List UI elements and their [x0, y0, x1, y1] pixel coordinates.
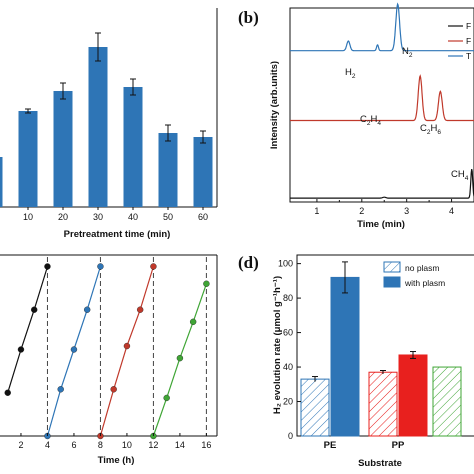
- x-tick-label: 20: [58, 212, 68, 222]
- x-tick-label: 4: [449, 206, 454, 216]
- data-point: [70, 346, 78, 353]
- legend-swatch-with-plasma: [383, 276, 401, 288]
- panel-d: (d) PE PP 0 20 40 60 80 100 H₂ evolution rate (…: [238, 253, 474, 469]
- panel-b-traces: [290, 2, 474, 199]
- x-tick-label: 16: [201, 440, 211, 450]
- panel-d-x-label: Substrate: [358, 458, 402, 469]
- panel-d-legend: no plasm with plasm: [383, 261, 445, 288]
- panel-c-series: [4, 257, 210, 440]
- panel-d-label: (d): [238, 253, 259, 272]
- x-tick-label: 10: [23, 212, 33, 222]
- x-tick-label: 14: [175, 440, 185, 450]
- data-point: [110, 386, 117, 393]
- annotation-h2: H2: [345, 67, 356, 80]
- panel-c-x-label: Time (h): [98, 455, 135, 466]
- panel-a-tick-labels: 10 20 30 40 50 60: [23, 207, 208, 222]
- x-tick-label: 10: [122, 440, 132, 450]
- data-point: [189, 318, 197, 326]
- annotation-c2h4: C2H4: [360, 114, 381, 127]
- x-tick-label: 30: [93, 212, 103, 222]
- annotation-c2h6: C2H6: [420, 123, 441, 136]
- bar-60-min: [193, 137, 213, 207]
- x-tick-label: 40: [128, 212, 138, 222]
- x-tick-label: 1: [314, 206, 319, 216]
- bar-20-min: [53, 91, 73, 207]
- data-point: [83, 306, 91, 313]
- panel-a-bars: [0, 32, 213, 207]
- x-category-label: PP: [392, 440, 405, 451]
- series-line-2: [99, 266, 154, 437]
- panel-b-x-label: Time (min): [357, 219, 405, 230]
- data-point: [176, 354, 184, 362]
- data-point: [17, 346, 25, 353]
- bar-50-min: [158, 133, 178, 207]
- x-tick-label: 6: [71, 440, 76, 450]
- legend-label-no-plasma: no plasm: [405, 263, 440, 273]
- data-point: [57, 386, 64, 393]
- annotation-n2: N2: [402, 46, 413, 59]
- legend-label-2: F: [466, 36, 471, 46]
- panel-a-x-label: Pretreatment time (min): [64, 229, 171, 240]
- bar-with-plasma-PE: [330, 276, 360, 437]
- data-point: [4, 389, 11, 396]
- y-tick-label: 40: [283, 362, 293, 372]
- y-tick-label: 100: [278, 259, 293, 269]
- x-tick-label: 2: [18, 440, 23, 450]
- data-point: [136, 306, 144, 313]
- data-point: [123, 342, 131, 350]
- legend-swatch-no-plasma: [383, 261, 401, 273]
- panel-b-y-label: Intensity (arb.units): [269, 61, 280, 149]
- data-point: [44, 263, 51, 270]
- panel-d-bars: [300, 261, 462, 437]
- y-tick-label: 0: [288, 431, 293, 441]
- panel-b-label: (b): [238, 8, 259, 27]
- trace-2: [290, 168, 474, 199]
- y-tick-label: 20: [283, 397, 293, 407]
- x-tick-label: 4: [45, 440, 50, 450]
- legend-label-1: F: [466, 21, 471, 31]
- x-tick-label: 60: [198, 212, 208, 222]
- y-tick-label: 60: [283, 328, 293, 338]
- series-line-0: [7, 266, 49, 393]
- x-tick-label: 8: [98, 440, 103, 450]
- panel-b-tick-labels: 1 2 3 4: [314, 199, 454, 216]
- bar-no-plasma-PE: [300, 378, 330, 437]
- bar-30-min: [88, 47, 108, 207]
- data-point: [97, 263, 104, 270]
- y-tick-label: 80: [283, 293, 293, 303]
- panel-d-y-label: H₂ evolution rate (μmol g⁻¹h⁻¹): [272, 276, 283, 414]
- bar-with-plasma-PP: [398, 354, 428, 437]
- panel-c-tick-labels: 2 4 6 8 10 12 14 16: [18, 433, 211, 450]
- trace-0: [290, 2, 474, 52]
- x-tick-label: 2: [359, 206, 364, 216]
- bar-no-plasma-third: [432, 366, 462, 437]
- data-point: [150, 263, 157, 270]
- panel-b-frame: [289, 7, 474, 203]
- bar-no-plasma-PP: [368, 371, 398, 437]
- annotation-ch4: CH4: [451, 169, 469, 182]
- panel-d-tick-labels: PE PP 0 20 40 60 80 100: [278, 259, 405, 451]
- bar-40-min: [123, 87, 143, 207]
- data-point: [203, 280, 210, 287]
- bar-0-min: [0, 157, 3, 207]
- data-point: [31, 306, 38, 313]
- panel-a: 10 20 30 40 50 60 Pretreatment time (min): [0, 8, 218, 240]
- trace-1: [290, 74, 474, 122]
- panel-c: 2 4 6 8 10 12 14 16 Time (h): [0, 254, 218, 466]
- x-tick-label: 12: [148, 440, 158, 450]
- legend-label-3: T: [466, 51, 471, 61]
- x-tick-label: 50: [163, 212, 173, 222]
- panel-b: (b) 1 2 3 4 Intensity (arb.units) Time (min…: [238, 2, 474, 230]
- x-tick-label: 3: [404, 206, 409, 216]
- data-point: [163, 394, 170, 402]
- bar-10-min: [18, 111, 38, 207]
- legend-label-with-plasma: with plasm: [404, 278, 445, 288]
- panel-b-legend: F F T: [448, 21, 471, 61]
- x-category-label: PE: [324, 440, 337, 451]
